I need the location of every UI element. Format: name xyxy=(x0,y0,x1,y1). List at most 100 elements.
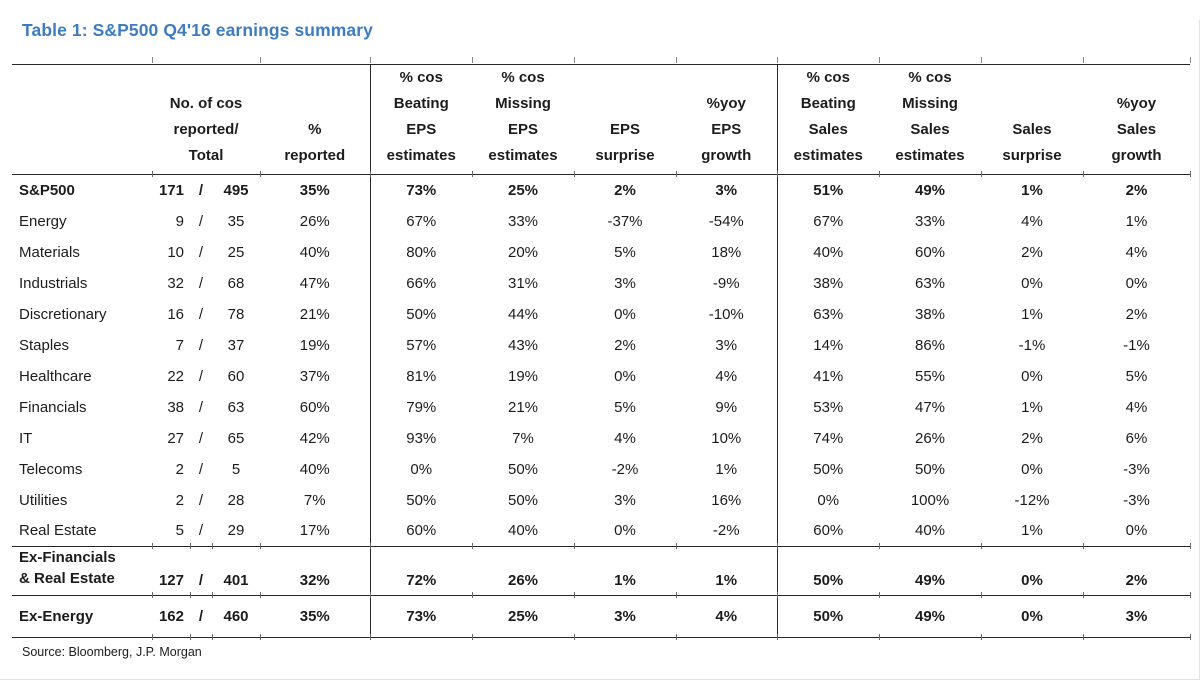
sales-beat: 53% xyxy=(813,398,844,416)
row-label: Utilities xyxy=(19,491,68,509)
row-label: S&P500 xyxy=(19,181,75,199)
table-title: Table 1: S&P500 Q4'16 earnings summary xyxy=(22,20,373,40)
row-label: Financials xyxy=(19,398,87,416)
sales-growth: 3% xyxy=(1083,595,1191,640)
table-row: Ex-Financials & Real Estate 127/401 32% 72%… xyxy=(12,546,1191,598)
eps-miss: 21% xyxy=(507,398,539,416)
slash: / xyxy=(190,515,213,549)
sales-surprise: 2% xyxy=(1021,429,1043,447)
total-count: 63 xyxy=(227,398,245,416)
slash: / xyxy=(198,274,204,292)
reported-count: 22 xyxy=(167,367,184,385)
eps-growth: -10% xyxy=(676,298,778,330)
sales-miss: 86% xyxy=(914,336,946,354)
eps-beat: 0% xyxy=(410,460,433,478)
col-header-sector xyxy=(12,56,153,177)
sales-beat: 50% xyxy=(777,546,880,598)
reported-count: 5 xyxy=(152,515,191,549)
table-row: Utilities 2 / 28 7% 50% 50% 3% 16% 0% 100% -12% -3% xyxy=(12,484,1190,516)
slash: / xyxy=(198,398,204,416)
eps-surprise: 2% xyxy=(614,336,636,354)
table-row: Telecoms 2 / 5 40% 0% 50% -2% 1% 50% 50% 0% -3% xyxy=(12,453,1190,485)
sales-beat: 67% xyxy=(813,212,844,230)
total-count: 60 xyxy=(227,367,245,385)
sales-beat: 38% xyxy=(813,274,844,292)
slash: / xyxy=(198,367,204,385)
table-row: Staples 7 / 37 19% 57% 43% 2% 3% 14% 86% -1% -1% xyxy=(12,329,1190,361)
eps-surprise: 3% xyxy=(614,274,636,292)
sales-growth: 4% xyxy=(1125,243,1148,261)
sales-growth: 1% xyxy=(1125,212,1148,230)
slash: / xyxy=(198,212,204,230)
pct-reported: 19% xyxy=(260,329,371,361)
eps-miss: 26% xyxy=(472,546,575,598)
sales-growth: 2% xyxy=(1083,546,1191,598)
col-header-eps-beat: % cos Beating EPS estimates xyxy=(370,56,473,177)
header-row: No. of cos reported/ Total % reported % … xyxy=(12,56,1191,177)
eps-miss: 31% xyxy=(507,274,539,292)
sales-surprise: 1% xyxy=(1021,181,1043,199)
slash: / xyxy=(198,460,204,478)
eps-growth: 1% xyxy=(676,546,778,598)
sales-miss: 26% xyxy=(914,429,946,447)
total-count: 25 xyxy=(227,243,245,261)
reported-count: 38 xyxy=(167,398,184,416)
reported-count: 171 xyxy=(158,181,184,199)
sales-miss: 47% xyxy=(914,398,946,416)
row-label: Staples xyxy=(19,336,70,354)
sales-surprise: 0% xyxy=(981,595,1084,640)
col-header-sales-miss: % cos Missing Sales estimates xyxy=(879,56,982,177)
sales-surprise: 2% xyxy=(1021,243,1043,261)
reported-count: 32 xyxy=(167,274,184,292)
sales-surprise: 0% xyxy=(1021,367,1043,385)
eps-growth: 18% xyxy=(676,236,778,268)
eps-beat: 79% xyxy=(406,398,437,416)
pct-reported: 35% xyxy=(260,174,371,206)
eps-miss: 43% xyxy=(507,336,539,354)
eps-beat: 57% xyxy=(406,336,437,354)
table-row: S&P500 171 / 495 35% 73% 25% 2% 3% 51% 49% 1% 2% xyxy=(12,174,1190,206)
eps-miss: 19% xyxy=(507,367,539,385)
table-row: Materials 10 / 25 40% 80% 20% 5% 18% 40% 60% 2% 4% xyxy=(12,236,1190,268)
table-row: Ex-Energy 162/460 35% 73% 25% 3% 4% 50% 49% 0% 3% xyxy=(12,595,1191,640)
slash: / xyxy=(198,491,204,509)
col-header-sales-growth: %yoy Sales growth xyxy=(1083,56,1191,177)
table-row: Real Estate 5/29 17% 60% 40% 0% -2% 60% 40% 1% 0% xyxy=(12,515,1191,549)
reported-count: 2 xyxy=(175,460,184,478)
reported-count: 127 xyxy=(152,546,191,598)
col-header-sales-beat: % cos Beating Sales estimates xyxy=(777,56,880,177)
eps-beat: 72% xyxy=(370,546,473,598)
total-count: 68 xyxy=(227,274,245,292)
reported-count: 9 xyxy=(175,212,184,230)
col-header-eps-growth: %yoy EPS growth xyxy=(676,56,778,177)
table-row: Healthcare 22 / 60 37% 81% 19% 0% 4% 41% 55% 0% 5% xyxy=(12,360,1190,392)
eps-surprise: 0% xyxy=(614,367,636,385)
eps-miss: 50% xyxy=(507,460,539,478)
sales-surprise: -12% xyxy=(1014,491,1050,509)
row-label: Healthcare xyxy=(19,367,92,385)
sales-growth: 2% xyxy=(1125,305,1148,323)
pct-reported: 35% xyxy=(260,595,371,640)
earnings-table: No. of cos reported/ Total % reported % … xyxy=(12,56,1191,640)
table-row: Financials 38 / 63 60% 79% 21% 5% 9% 53% 47% 1% 4% xyxy=(12,391,1190,423)
pct-reported: 26% xyxy=(260,205,371,237)
sales-growth: 6% xyxy=(1125,429,1148,447)
eps-growth: 3% xyxy=(676,329,778,361)
slash: / xyxy=(198,243,204,261)
eps-surprise: 4% xyxy=(614,429,636,447)
sales-miss: 55% xyxy=(914,367,946,385)
pct-reported: 32% xyxy=(260,546,371,598)
sales-beat: 51% xyxy=(813,181,844,199)
sales-surprise: 0% xyxy=(981,546,1084,598)
eps-beat: 67% xyxy=(406,212,437,230)
sales-beat: 50% xyxy=(777,595,880,640)
sales-beat: 50% xyxy=(813,460,844,478)
eps-growth: -2% xyxy=(676,515,778,549)
sales-surprise: 4% xyxy=(1021,212,1043,230)
col-header-pct-reported: % reported xyxy=(260,56,371,177)
eps-beat: 66% xyxy=(406,274,437,292)
eps-surprise: -37% xyxy=(607,212,643,230)
reported-count: 16 xyxy=(167,305,184,323)
sales-growth: -1% xyxy=(1123,336,1150,354)
eps-surprise: 2% xyxy=(614,181,636,199)
